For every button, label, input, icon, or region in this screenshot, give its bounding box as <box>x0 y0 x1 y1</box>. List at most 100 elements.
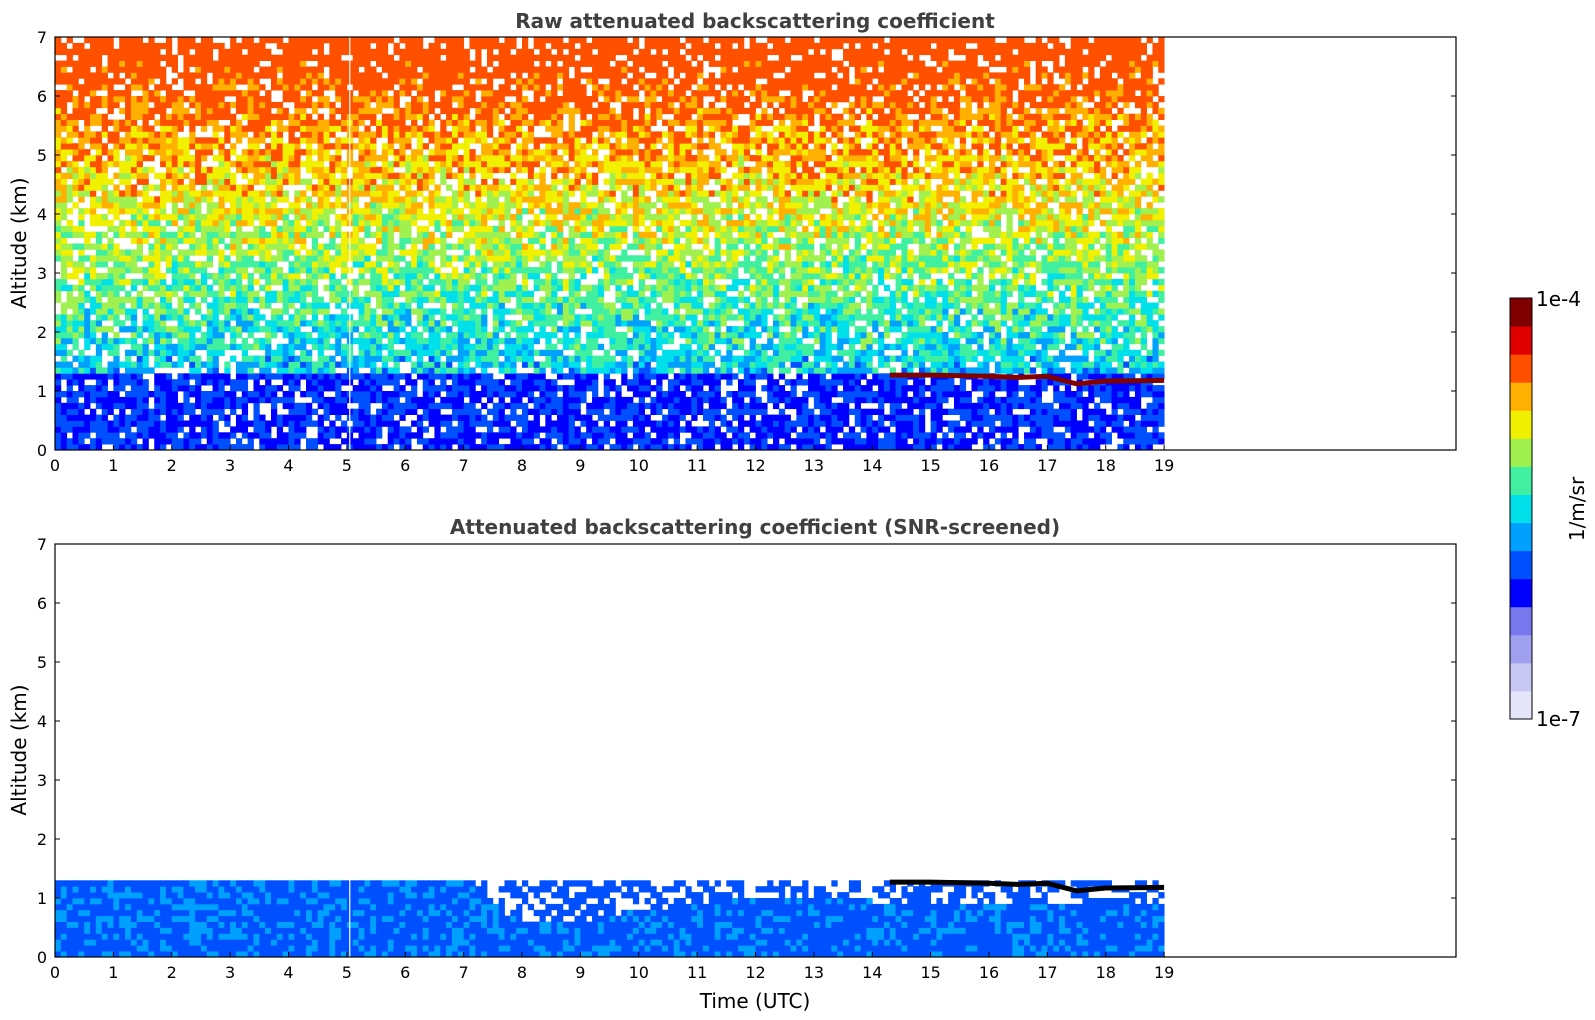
heatmap-cell <box>492 54 500 61</box>
heatmap-cell <box>113 426 120 433</box>
heatmap-cell <box>101 48 108 56</box>
heatmap-cell <box>317 326 324 333</box>
heatmap-cell <box>90 143 97 150</box>
heatmap-cell <box>516 143 523 150</box>
heatmap-cell <box>107 84 114 91</box>
heatmap-cell <box>224 184 231 191</box>
heatmap-cell <box>276 231 284 238</box>
heatmap-cell <box>522 143 529 150</box>
heatmap-cell <box>463 308 470 315</box>
heatmap-cell <box>300 391 307 398</box>
heatmap-cell <box>241 107 249 115</box>
heatmap-cell <box>387 261 394 268</box>
heatmap-cell <box>323 202 330 209</box>
heatmap-cell <box>352 72 359 79</box>
heatmap-cell <box>451 278 459 286</box>
heatmap-cell <box>300 308 307 315</box>
heatmap-cell <box>270 37 278 44</box>
heatmap-cell <box>241 149 249 156</box>
heatmap-cell <box>516 160 523 168</box>
heatmap-cell <box>60 332 68 339</box>
heatmap-cell <box>475 155 482 162</box>
heatmap-cell <box>160 113 167 120</box>
heatmap-cell <box>370 172 377 179</box>
heatmap-cell <box>498 326 505 333</box>
heatmap-cell <box>247 184 254 191</box>
heatmap-cell <box>288 72 295 79</box>
heatmap-cell <box>282 438 289 445</box>
heatmap-cell <box>189 184 196 191</box>
heatmap-cell <box>90 261 97 268</box>
heatmap-cell <box>160 54 167 61</box>
heatmap-cell <box>165 137 173 144</box>
heatmap-cell <box>358 42 365 50</box>
heatmap-cell <box>428 125 435 132</box>
heatmap-cell <box>516 202 523 209</box>
heatmap-cell <box>78 414 85 421</box>
heatmap-cell <box>469 332 476 339</box>
heatmap-cell <box>440 96 447 103</box>
heatmap-cell <box>78 302 85 309</box>
heatmap-cell <box>329 367 336 374</box>
heatmap-cell <box>551 385 558 392</box>
heatmap-cell <box>142 379 149 386</box>
heatmap-cell <box>422 379 429 386</box>
heatmap-cell <box>177 438 184 445</box>
heatmap-cell <box>154 278 161 286</box>
heatmap-cell <box>492 202 500 209</box>
heatmap-cell <box>183 379 190 386</box>
heatmap-cell <box>504 337 511 345</box>
heatmap-cell <box>154 184 161 191</box>
heatmap-cell <box>329 432 336 439</box>
heatmap-cell <box>253 355 260 362</box>
heatmap-cell <box>481 84 488 91</box>
heatmap-cell <box>399 72 406 79</box>
heatmap-cell <box>510 326 517 333</box>
heatmap-cell <box>527 60 535 67</box>
heatmap-cell <box>393 267 400 274</box>
heatmap-cell <box>189 202 196 209</box>
heatmap-cell <box>218 143 225 150</box>
heatmap-cell <box>562 408 570 415</box>
heatmap-cell <box>370 149 377 156</box>
heatmap-cell <box>335 78 342 85</box>
heatmap-cell <box>486 54 494 61</box>
heatmap-cell <box>294 219 301 227</box>
heatmap-cell <box>276 149 284 156</box>
heatmap-cell <box>78 90 85 97</box>
heatmap-cell <box>183 261 190 268</box>
heatmap-cell <box>183 84 190 91</box>
heatmap-cell <box>101 290 108 297</box>
heatmap-cell <box>300 37 307 44</box>
heatmap-cell <box>399 208 406 215</box>
heatmap-cell <box>416 302 424 309</box>
heatmap-cell <box>276 444 284 450</box>
heatmap-cell <box>95 426 103 433</box>
heatmap-cell <box>376 290 383 297</box>
heatmap-cell <box>218 278 225 286</box>
heatmap-cell <box>171 60 178 67</box>
heatmap-cell <box>434 66 441 73</box>
heatmap-cell <box>399 107 406 115</box>
heatmap-cell <box>376 190 383 197</box>
heatmap-cell <box>481 261 488 268</box>
heatmap-cell <box>486 101 494 109</box>
heatmap-cell <box>329 296 336 303</box>
heatmap-cell <box>504 385 511 392</box>
heatmap-cell <box>165 379 173 386</box>
heatmap-cell <box>527 273 535 280</box>
heatmap-cell <box>358 302 365 309</box>
heatmap-cell <box>381 391 389 398</box>
heatmap-cell <box>189 408 196 415</box>
heatmap-cell <box>60 308 68 315</box>
heatmap-cell <box>130 166 138 174</box>
heatmap-cell <box>352 414 359 421</box>
heatmap-cell <box>311 243 319 250</box>
heatmap-cell <box>218 42 225 50</box>
heatmap-cell <box>60 255 68 262</box>
heatmap-cell <box>358 178 365 185</box>
heatmap-cell <box>224 225 231 233</box>
heatmap-cell <box>177 420 184 427</box>
heatmap-cell <box>486 160 494 168</box>
heatmap-cell <box>171 267 178 274</box>
